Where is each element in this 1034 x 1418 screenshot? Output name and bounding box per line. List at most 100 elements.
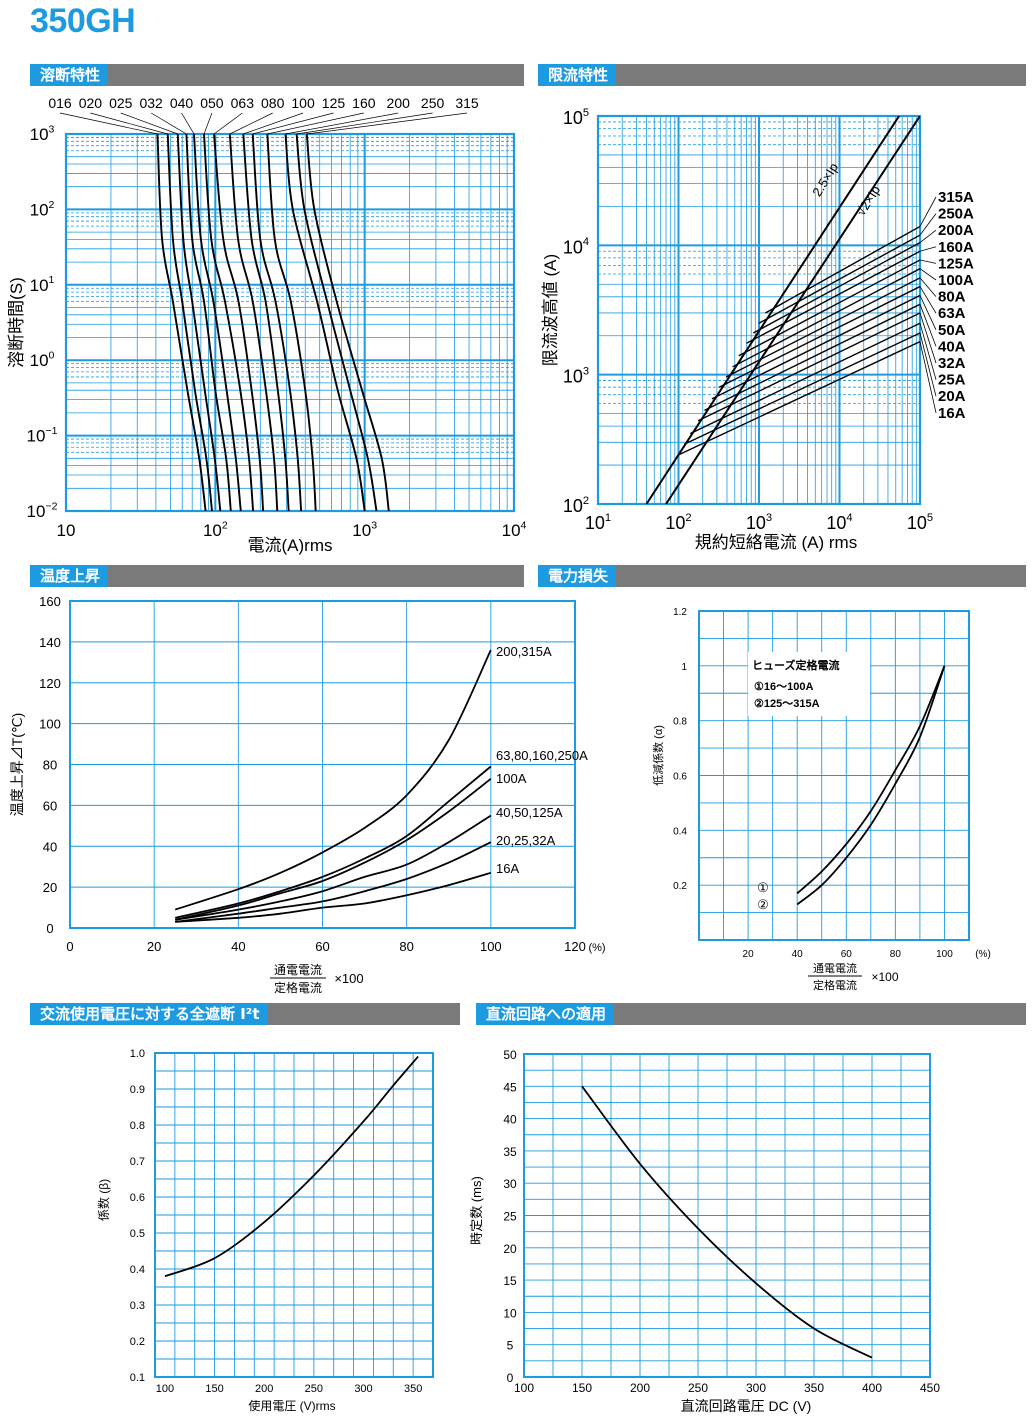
limiting-line-40A (704, 303, 920, 411)
y-tick-label: 0 (507, 1371, 514, 1385)
limiting-line-100A (732, 268, 920, 368)
plot-frame (64, 132, 516, 513)
series-label: 20,25,32A (496, 833, 556, 848)
leader-line (919, 213, 937, 236)
y-tick-label: 0.8 (673, 717, 687, 728)
leader-line (243, 112, 304, 135)
y-tick-label: 103 (30, 123, 55, 144)
y-tick-label: 80 (43, 758, 57, 773)
leader-line (919, 295, 937, 330)
limiting-line-32A (697, 312, 920, 422)
x-tick-label: 120 (564, 939, 586, 954)
power-curve (796, 665, 946, 906)
rating-label: 16A (938, 405, 966, 422)
dc-curve (581, 1085, 873, 1359)
y-axis-label: 低減係数 (α) (651, 725, 665, 786)
melting-curve-040 (193, 133, 242, 512)
x-axis-label: 電流(A)rms (248, 536, 333, 555)
limiting-line-63A (718, 285, 920, 388)
y-tick-label: 1.0 (130, 1048, 145, 1060)
limiting-line-50A (711, 294, 920, 400)
curve-marker: ① (757, 880, 769, 895)
section-bar-ac: 交流使用電圧に対する全遮断 I²t (30, 1003, 460, 1025)
section-label: 交流使用電圧に対する全遮断 I²t (30, 1003, 268, 1025)
x-unit-label: (%) (975, 949, 991, 960)
y-tick-label: 45 (503, 1080, 517, 1094)
x-label-numerator: 通電電流 (813, 961, 857, 975)
leader-line (213, 112, 243, 135)
x-tick-label: 102 (665, 512, 691, 533)
y-tick-label: 30 (503, 1177, 517, 1191)
leader-line (919, 304, 937, 347)
legend-entry: ①16～100A (754, 681, 813, 693)
leader-line (919, 341, 937, 413)
temp-curve (175, 814, 492, 921)
rating-label: 200 (387, 95, 411, 111)
y-axis-label: 限流波高値 (A) (541, 254, 560, 366)
x-tick-label: 10 (57, 521, 76, 540)
rating-label: 315 (455, 95, 479, 111)
rating-label: 040 (170, 95, 194, 111)
y-tick-label: 0.8 (130, 1120, 145, 1132)
x-tick-label: 80 (399, 939, 413, 954)
y-tick-label: 0.4 (130, 1264, 145, 1276)
y-tick-label: 10−1 (27, 425, 58, 446)
y-tick-label: 20 (43, 880, 57, 895)
y-tick-label: 120 (39, 676, 61, 691)
x-axis-label: 直流回路電圧 DC (V) (681, 1398, 812, 1414)
x-label-multiplier: ×100 (871, 970, 898, 984)
rating-label: 250A (938, 206, 974, 223)
y-tick-label: 0.6 (673, 772, 687, 783)
limiting-line-20A (683, 332, 920, 445)
y-tick-label: 0.9 (130, 1084, 145, 1096)
y-axis-label: 係数 (β) (96, 1179, 111, 1221)
melting-curve-200 (284, 133, 366, 512)
section-label: 溶断特性 (30, 64, 109, 86)
x-label-denominator: 定格電流 (813, 978, 857, 992)
series-label: 16A (496, 861, 519, 876)
melting-curve-050 (203, 133, 255, 512)
y-tick-label: 0 (46, 921, 53, 936)
series-label: 200,315A (496, 644, 552, 659)
plot-frame (698, 610, 970, 941)
x-tick-label: 150 (205, 1383, 223, 1395)
leader-line (203, 112, 213, 135)
x-tick-label: 250 (688, 1381, 708, 1395)
x-tick-label: 250 (305, 1383, 323, 1395)
y-tick-label: 1 (681, 662, 687, 673)
series-label: 40,50,125A (496, 805, 563, 820)
leader-line (150, 112, 187, 135)
page-title: 350GH (30, 2, 136, 40)
temp-curve (175, 871, 492, 923)
rating-label: 025 (109, 95, 133, 111)
rating-label: 063 (231, 95, 255, 111)
y-tick-label: 101 (30, 274, 55, 295)
rating-label: 250 (421, 95, 445, 111)
melting-chart: 10−2 10−1 100 101 102 103 10 102 103 104 電流(A)rms 溶… (7, 95, 527, 555)
y-tick-label: 102 (563, 495, 589, 516)
rating-label: 80A (938, 289, 966, 306)
limiting-line-200A (752, 241, 920, 334)
section-label: 温度上昇 (30, 565, 109, 587)
melting-curve-080 (228, 133, 279, 512)
x-tick-label: 20 (743, 949, 755, 960)
rating-label: 050 (200, 95, 224, 111)
curve-marker: ② (757, 897, 769, 912)
x-tick-label: 60 (841, 949, 853, 960)
melting-curve-025 (176, 133, 222, 512)
leader-line (919, 332, 937, 397)
x-tick-label: 400 (862, 1381, 882, 1395)
leader-line (919, 277, 937, 297)
temp-curve (174, 778, 492, 921)
section-label: 直流回路への適用 (476, 1003, 615, 1025)
legend-title: ヒューズ定格電流 (752, 658, 839, 672)
x-tick-label: 100 (156, 1383, 174, 1395)
y-tick-label: 15 (503, 1274, 517, 1288)
y-tick-label: 0.7 (130, 1156, 145, 1168)
x-unit-label: (%) (588, 942, 605, 954)
x-tick-label: 103 (352, 519, 377, 540)
x-tick-label: 100 (480, 939, 502, 954)
x-tick-label: 350 (404, 1383, 422, 1395)
dc-chart: 0 5 10 15 20 25 30 35 40 45 50 100 150 200 250 300 350 40… (469, 1048, 940, 1414)
